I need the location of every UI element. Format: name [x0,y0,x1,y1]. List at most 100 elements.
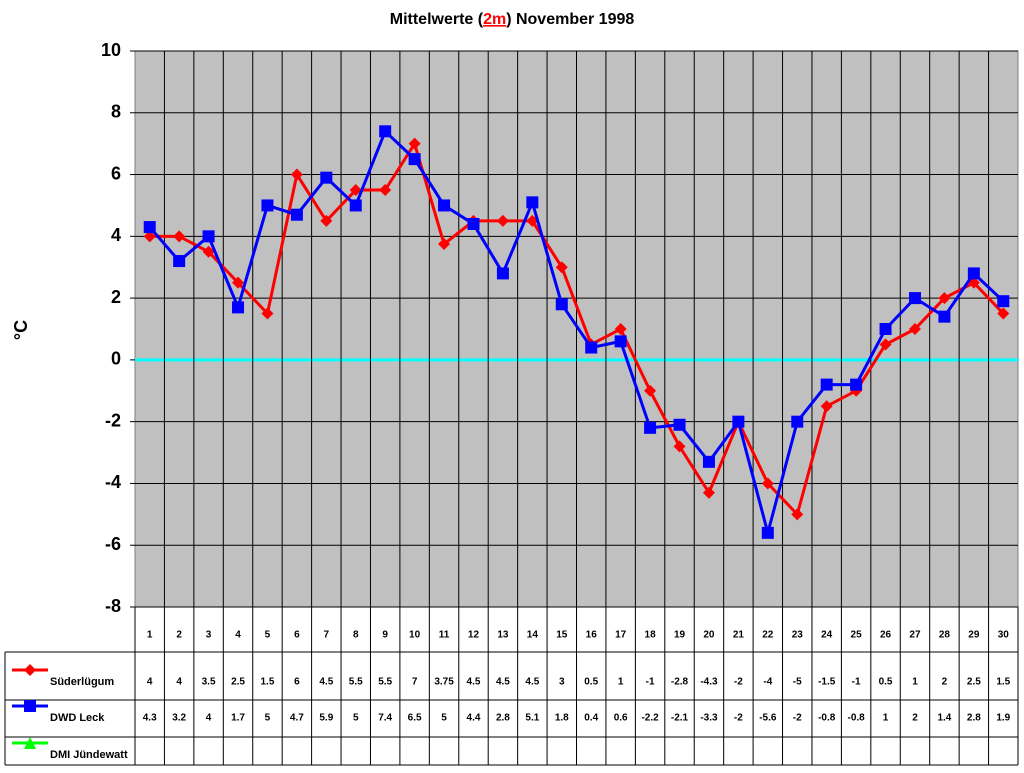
table-value: 1.8 [555,713,569,724]
table-value: -2.8 [671,677,689,688]
table-value: 6 [294,677,300,688]
x-tick-label: 13 [497,630,509,641]
marker [791,508,804,521]
marker [614,323,627,335]
marker [732,415,745,428]
y-tick-label: -4 [105,472,121,492]
marker [702,455,715,468]
marker [290,168,303,181]
table-value: 4.3 [143,713,157,724]
table-value: -2.2 [641,713,659,724]
chart-title: Mittelwerte (2m) November 1998 [390,11,635,28]
x-tick-label: 8 [353,630,359,641]
marker [408,137,421,150]
table-value: 2.8 [496,713,510,724]
table-value: -2 [734,713,743,724]
table-value: -5 [793,677,802,688]
marker [644,384,657,397]
x-tick-label: 24 [821,630,833,641]
table-value: 1.5 [260,677,274,688]
table-value: -1 [646,677,655,688]
marker [614,335,627,348]
marker [261,199,274,212]
x-tick-label: 23 [792,630,804,641]
y-tick-label: -6 [105,534,121,554]
table-value: 3.5 [202,677,216,688]
marker [967,267,980,280]
marker [644,421,657,434]
table-value: 5 [353,713,359,724]
marker [585,341,598,354]
y-tick-label: 0 [111,349,121,369]
table-value: 0.6 [614,713,628,724]
table-value: 2.5 [967,677,981,688]
table-value: 4.5 [525,677,539,688]
y-tick-label: 4 [111,225,121,245]
table-value: -0.8 [847,713,865,724]
marker [173,255,186,268]
marker [702,486,715,499]
marker [761,477,774,490]
x-tick-label: 16 [586,630,598,641]
x-tick-label: 26 [880,630,892,641]
x-tick-label: 25 [851,630,863,641]
y-tick-label: 6 [111,163,121,183]
table-value: 1.5 [996,677,1010,688]
marker [349,199,362,212]
marker [349,184,362,196]
x-tick-label: 28 [939,630,951,641]
marker [761,526,774,539]
marker [526,196,539,209]
x-tick-label: 20 [703,630,715,641]
marker [673,440,686,453]
title-part: Mittelwerte ( [390,11,484,28]
x-tick-label: 2 [176,630,182,641]
table-value: -4 [763,677,772,688]
table-value: -2 [793,713,802,724]
table-value: 4.7 [290,713,304,724]
marker [202,230,215,243]
table-value: 2 [912,713,918,724]
marker [496,267,509,280]
table-value: 5.9 [319,713,333,724]
marker [320,214,333,227]
table-value: 3 [559,677,565,688]
table-value: 1.9 [996,713,1010,724]
marker [379,184,392,196]
table-value: 5.1 [525,713,539,724]
x-tick-label: 1 [147,630,153,641]
marker [173,230,186,243]
table-value: 4.4 [467,713,481,724]
marker [202,245,215,258]
table-value: -3.3 [700,713,718,724]
marker [938,292,951,305]
marker [320,171,333,184]
marker [261,307,274,320]
table-value: 4.5 [319,677,333,688]
table-value: 5 [265,713,271,724]
table-value: 4 [206,713,212,724]
marker [850,378,863,391]
table-value: 5.5 [378,677,392,688]
marker [820,400,833,413]
marker [290,208,303,221]
x-tick-label: 3 [206,630,212,641]
table-value: -1 [852,677,861,688]
table-value: 2.8 [967,713,981,724]
table-value: 2.5 [231,677,245,688]
x-tick-label: 15 [556,630,568,641]
title-highlight: 2m [483,11,506,28]
table-value: -2.1 [671,713,689,724]
marker [438,199,451,212]
x-tick-label: 7 [324,630,330,641]
table-value: 1 [883,713,889,724]
table-value: 4.5 [496,677,510,688]
table-value: 5.5 [349,677,363,688]
y-tick-label: -2 [105,410,121,430]
table-value: 5 [441,713,447,724]
x-tick-label: 5 [265,630,271,641]
x-tick-label: 19 [674,630,686,641]
marker [997,295,1010,308]
marker [467,217,480,230]
